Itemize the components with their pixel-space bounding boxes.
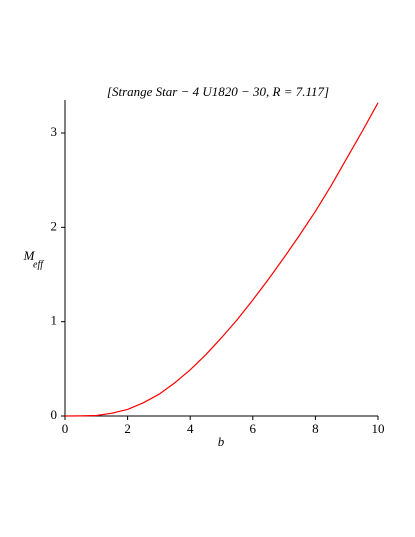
y-tick-label: 2: [51, 218, 58, 233]
y-tick-label: 3: [51, 124, 58, 139]
chart-title: [Strange Star − 4 U1820 − 30, R = 7.117]: [107, 84, 329, 99]
x-axis-label: b: [218, 434, 225, 449]
y-tick-label: 1: [51, 313, 58, 328]
y-tick-label: 0: [51, 407, 58, 422]
y-axis-label-subscript: eff: [33, 259, 44, 270]
x-tick-label: 4: [187, 421, 194, 436]
data-line: [64, 102, 379, 417]
x-tick-label: 6: [250, 421, 257, 436]
x-tick-label: 10: [372, 421, 385, 436]
x-tick-label: 2: [124, 421, 131, 436]
x-tick-label: 0: [62, 421, 69, 436]
x-tick-label: 8: [312, 421, 319, 436]
y-axis-label: M: [23, 248, 36, 263]
